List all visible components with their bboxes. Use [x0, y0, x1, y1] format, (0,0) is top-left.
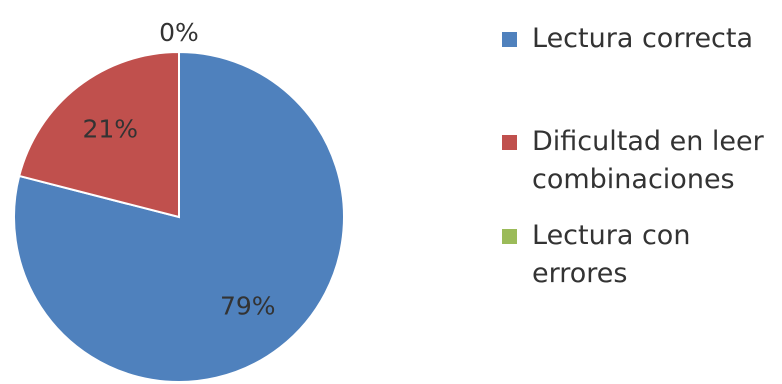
legend-item-lectura-con-errores: Lectura con errores: [496, 217, 782, 293]
data-label-dificultad: 21%: [82, 114, 138, 143]
legend-swatch-dificultad: [502, 135, 517, 150]
legend-label-dificultad: Dificultad en leer combinaciones: [532, 126, 764, 195]
legend-item-lectura-correcta: Lectura correcta: [496, 20, 782, 58]
legend-label-lectura-correcta: Lectura correcta: [532, 23, 754, 54]
data-label-lectura-correcta: 79%: [220, 292, 276, 321]
legend-swatch-lectura-correcta: [502, 32, 517, 47]
data-label-lectura-con-errores: 0%: [159, 18, 199, 47]
legend-swatch-lectura-con-errores: [502, 229, 517, 244]
legend-item-dificultad: Dificultad en leer combinaciones: [496, 123, 782, 199]
chart-legend: Lectura correcta Dificultad en leer comb…: [496, 20, 782, 293]
pie-slice-lectura-correcta: [13, 50, 345, 383]
pie-slice-dificultad: [17, 50, 180, 219]
legend-label-lectura-con-errores: Lectura con errores: [532, 220, 691, 289]
pie-chart-svg: 79% 21% 0%: [13, 18, 345, 383]
